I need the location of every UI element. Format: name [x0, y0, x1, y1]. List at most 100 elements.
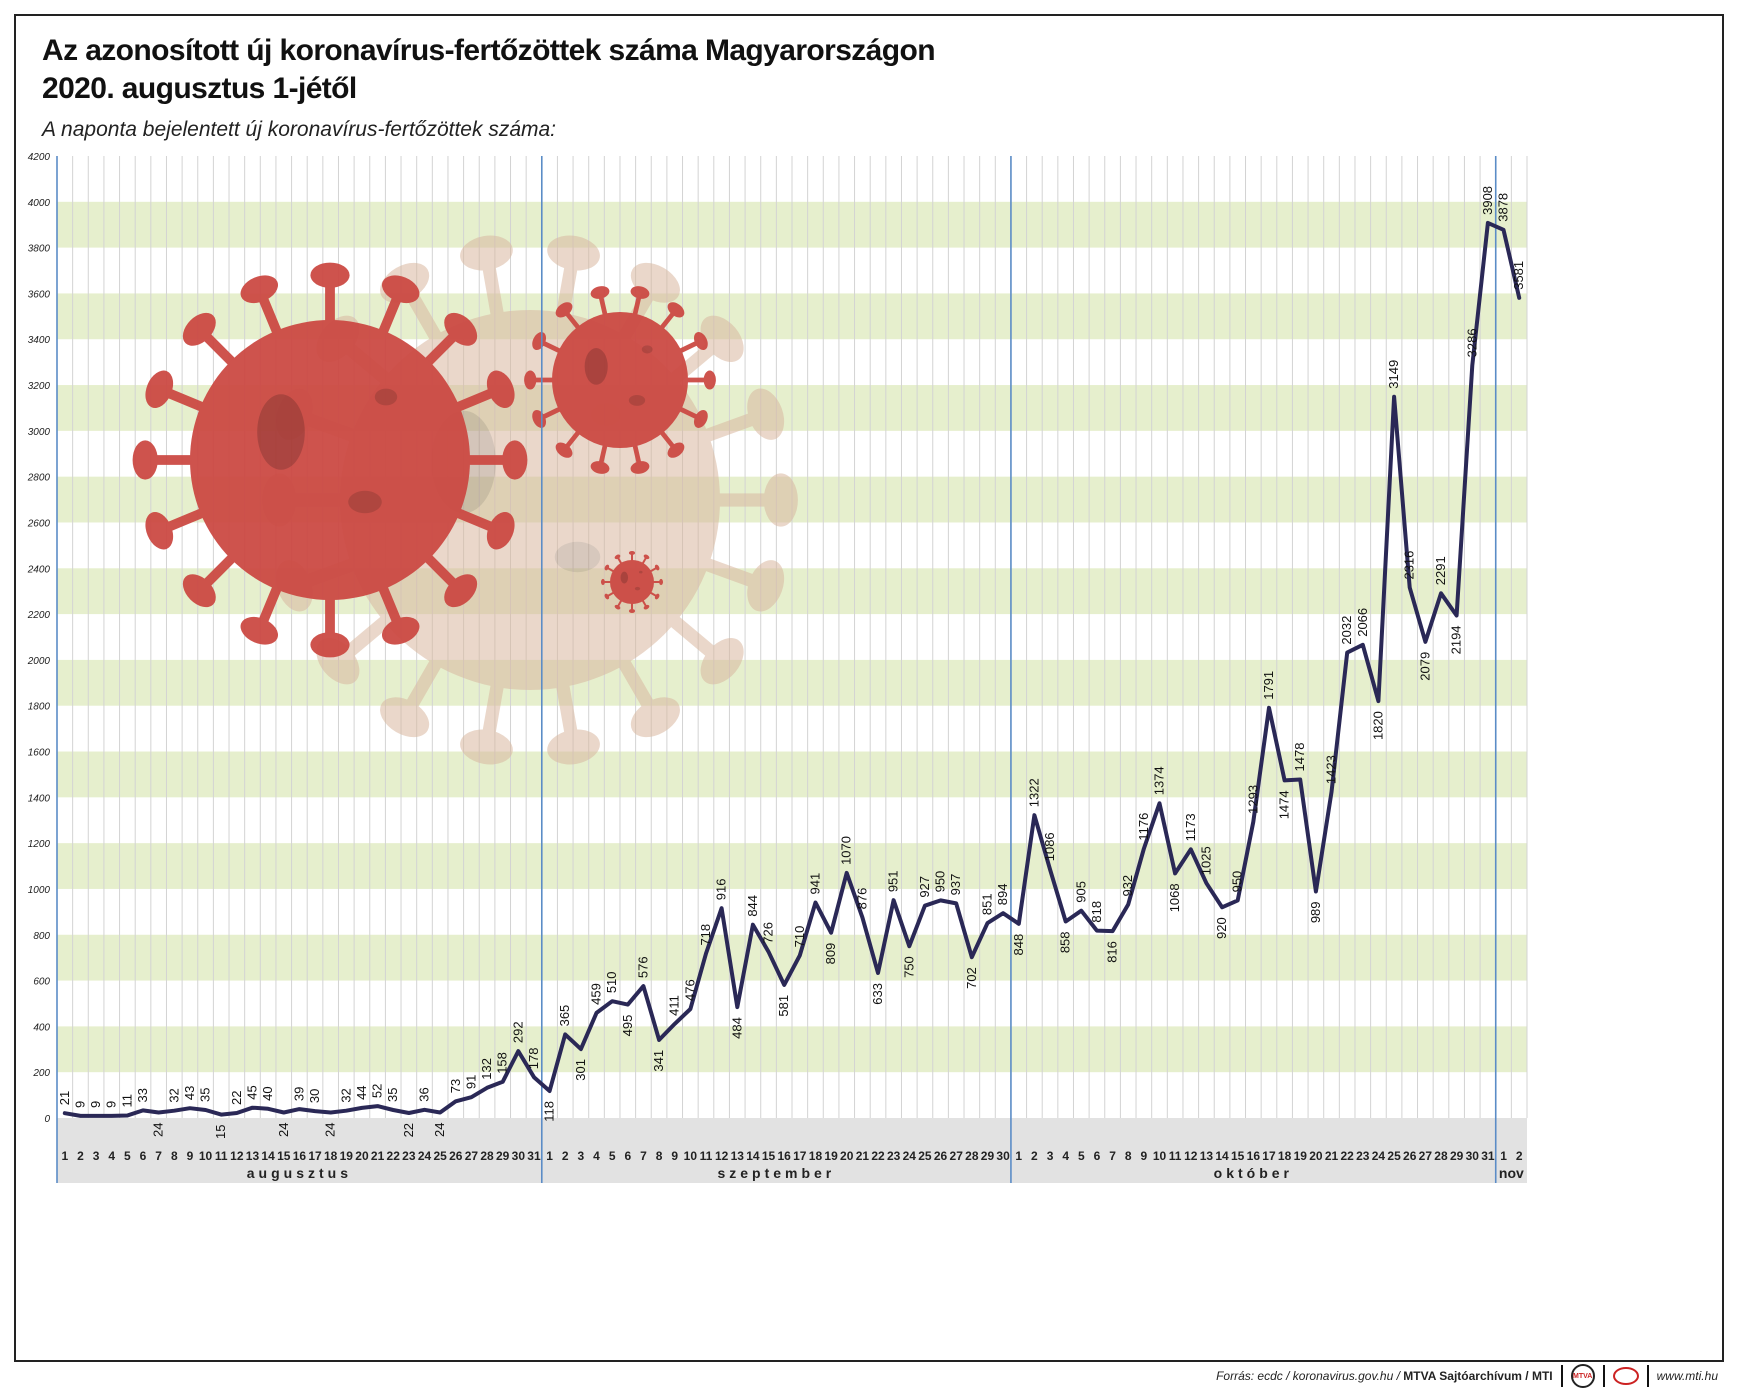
x-tick-label: 1: [546, 1149, 553, 1163]
virus-spike-tip: [460, 235, 513, 271]
data-point: [595, 1011, 599, 1015]
y-tick-label: 4200: [28, 152, 51, 163]
x-tick-label: 13: [731, 1149, 745, 1163]
virus-spike-tip: [240, 616, 279, 645]
x-tick-label: 20: [355, 1149, 369, 1163]
data-label: 2066: [1355, 608, 1370, 637]
virus-spike-tip: [486, 370, 515, 409]
x-tick-label: 31: [1481, 1149, 1495, 1163]
y-tick-label: 2200: [27, 610, 51, 621]
data-label: 1423: [1324, 755, 1339, 784]
x-tick-label: 6: [624, 1149, 631, 1163]
footer-divider: [1560, 1365, 1563, 1387]
virus-spike-tip: [132, 440, 158, 480]
y-tick-label: 1800: [28, 702, 51, 713]
virus-spike-tip: [693, 332, 708, 351]
x-tick-label: 6: [1094, 1149, 1101, 1163]
data-label: 9: [88, 1101, 103, 1108]
virus-spike-tip: [700, 315, 744, 362]
virus-spike-tip: [590, 286, 610, 299]
data-label: 365: [557, 1005, 572, 1027]
data-label: 1474: [1277, 790, 1292, 819]
data-label: 510: [604, 971, 619, 993]
x-tick-label: 1: [1500, 1149, 1507, 1163]
data-point: [376, 1104, 380, 1108]
month-label: augusztus: [247, 1165, 352, 1181]
y-tick-label: 3800: [28, 244, 51, 255]
virus-spike-tip: [763, 473, 798, 527]
x-tick-label: 19: [824, 1149, 838, 1163]
x-tick-label: 24: [418, 1149, 432, 1163]
data-point: [407, 1111, 411, 1115]
data-label: 484: [729, 1017, 744, 1039]
x-tick-label: 25: [1387, 1149, 1401, 1163]
data-label: 581: [776, 995, 791, 1017]
data-point: [1392, 395, 1396, 399]
data-point: [1111, 929, 1115, 933]
x-tick-label: 10: [1153, 1149, 1167, 1163]
data-label: 1820: [1370, 711, 1385, 740]
data-point: [610, 999, 614, 1003]
virus-crater: [620, 571, 629, 584]
data-point: [954, 901, 958, 905]
x-tick-label: 20: [840, 1149, 854, 1163]
virus-body: [552, 312, 688, 448]
x-tick-label: 15: [762, 1149, 776, 1163]
footer-divider: [1646, 1365, 1649, 1387]
data-point: [454, 1099, 458, 1103]
data-point: [1361, 643, 1365, 647]
x-tick-label: 25: [918, 1149, 932, 1163]
x-tick-label: 13: [246, 1149, 260, 1163]
title-line-1: Az azonosított új koronavírus-fertőzötte…: [42, 34, 936, 67]
data-label: 3581: [1511, 261, 1526, 290]
source-credit: Forrás: ecdc / koronavirus.gov.hu / MTVA…: [1216, 1369, 1553, 1383]
data-label: 750: [901, 956, 916, 978]
data-point: [1220, 905, 1224, 909]
x-tick-label: 27: [950, 1149, 964, 1163]
data-label: 1173: [1183, 813, 1198, 841]
x-tick-label: 5: [124, 1149, 131, 1163]
x-tick-label: 21: [371, 1149, 385, 1163]
data-point: [344, 1109, 348, 1113]
data-point: [767, 950, 771, 954]
x-tick-label: 10: [199, 1149, 213, 1163]
virus-body: [610, 560, 654, 604]
data-point: [469, 1095, 473, 1099]
y-tick-label: 1400: [28, 793, 51, 804]
virus-spike-tip: [555, 302, 573, 318]
x-tick-label: 25: [433, 1149, 447, 1163]
virus-crater: [641, 345, 653, 354]
virus-spike-tip: [381, 275, 420, 304]
x-tick-label: 2: [1031, 1149, 1038, 1163]
data-point: [78, 1114, 82, 1118]
data-label: 11: [119, 1094, 134, 1108]
data-label: 15: [213, 1125, 228, 1139]
x-tick-label: 17: [1262, 1149, 1276, 1163]
virus-crater: [628, 394, 646, 406]
data-point: [282, 1111, 286, 1115]
data-label: 44: [354, 1085, 369, 1099]
data-point: [892, 898, 896, 902]
virus-spike-tip: [700, 638, 744, 685]
data-point: [250, 1106, 254, 1110]
virus-spike-tip: [486, 511, 515, 550]
data-label: 941: [807, 873, 822, 895]
data-label: 927: [917, 876, 932, 898]
x-tick-label: 7: [155, 1149, 162, 1163]
x-tick-label: 29: [1450, 1149, 1464, 1163]
website-link[interactable]: www.mti.hu: [1656, 1369, 1718, 1383]
virus-crater: [584, 348, 608, 385]
data-label: 876: [854, 888, 869, 910]
data-label: 30: [307, 1089, 322, 1103]
x-tick-label: 14: [746, 1149, 760, 1163]
x-tick-label: 22: [387, 1149, 401, 1163]
virus-spike-tip: [310, 632, 350, 658]
virus-body: [190, 320, 470, 600]
data-label: 1322: [1026, 778, 1041, 807]
data-label: 851: [979, 893, 994, 915]
x-tick-label: 23: [402, 1149, 416, 1163]
data-label: 495: [620, 1015, 635, 1037]
data-label: 1025: [1198, 846, 1213, 875]
data-point: [204, 1108, 208, 1112]
x-tick-label: 9: [1141, 1149, 1148, 1163]
